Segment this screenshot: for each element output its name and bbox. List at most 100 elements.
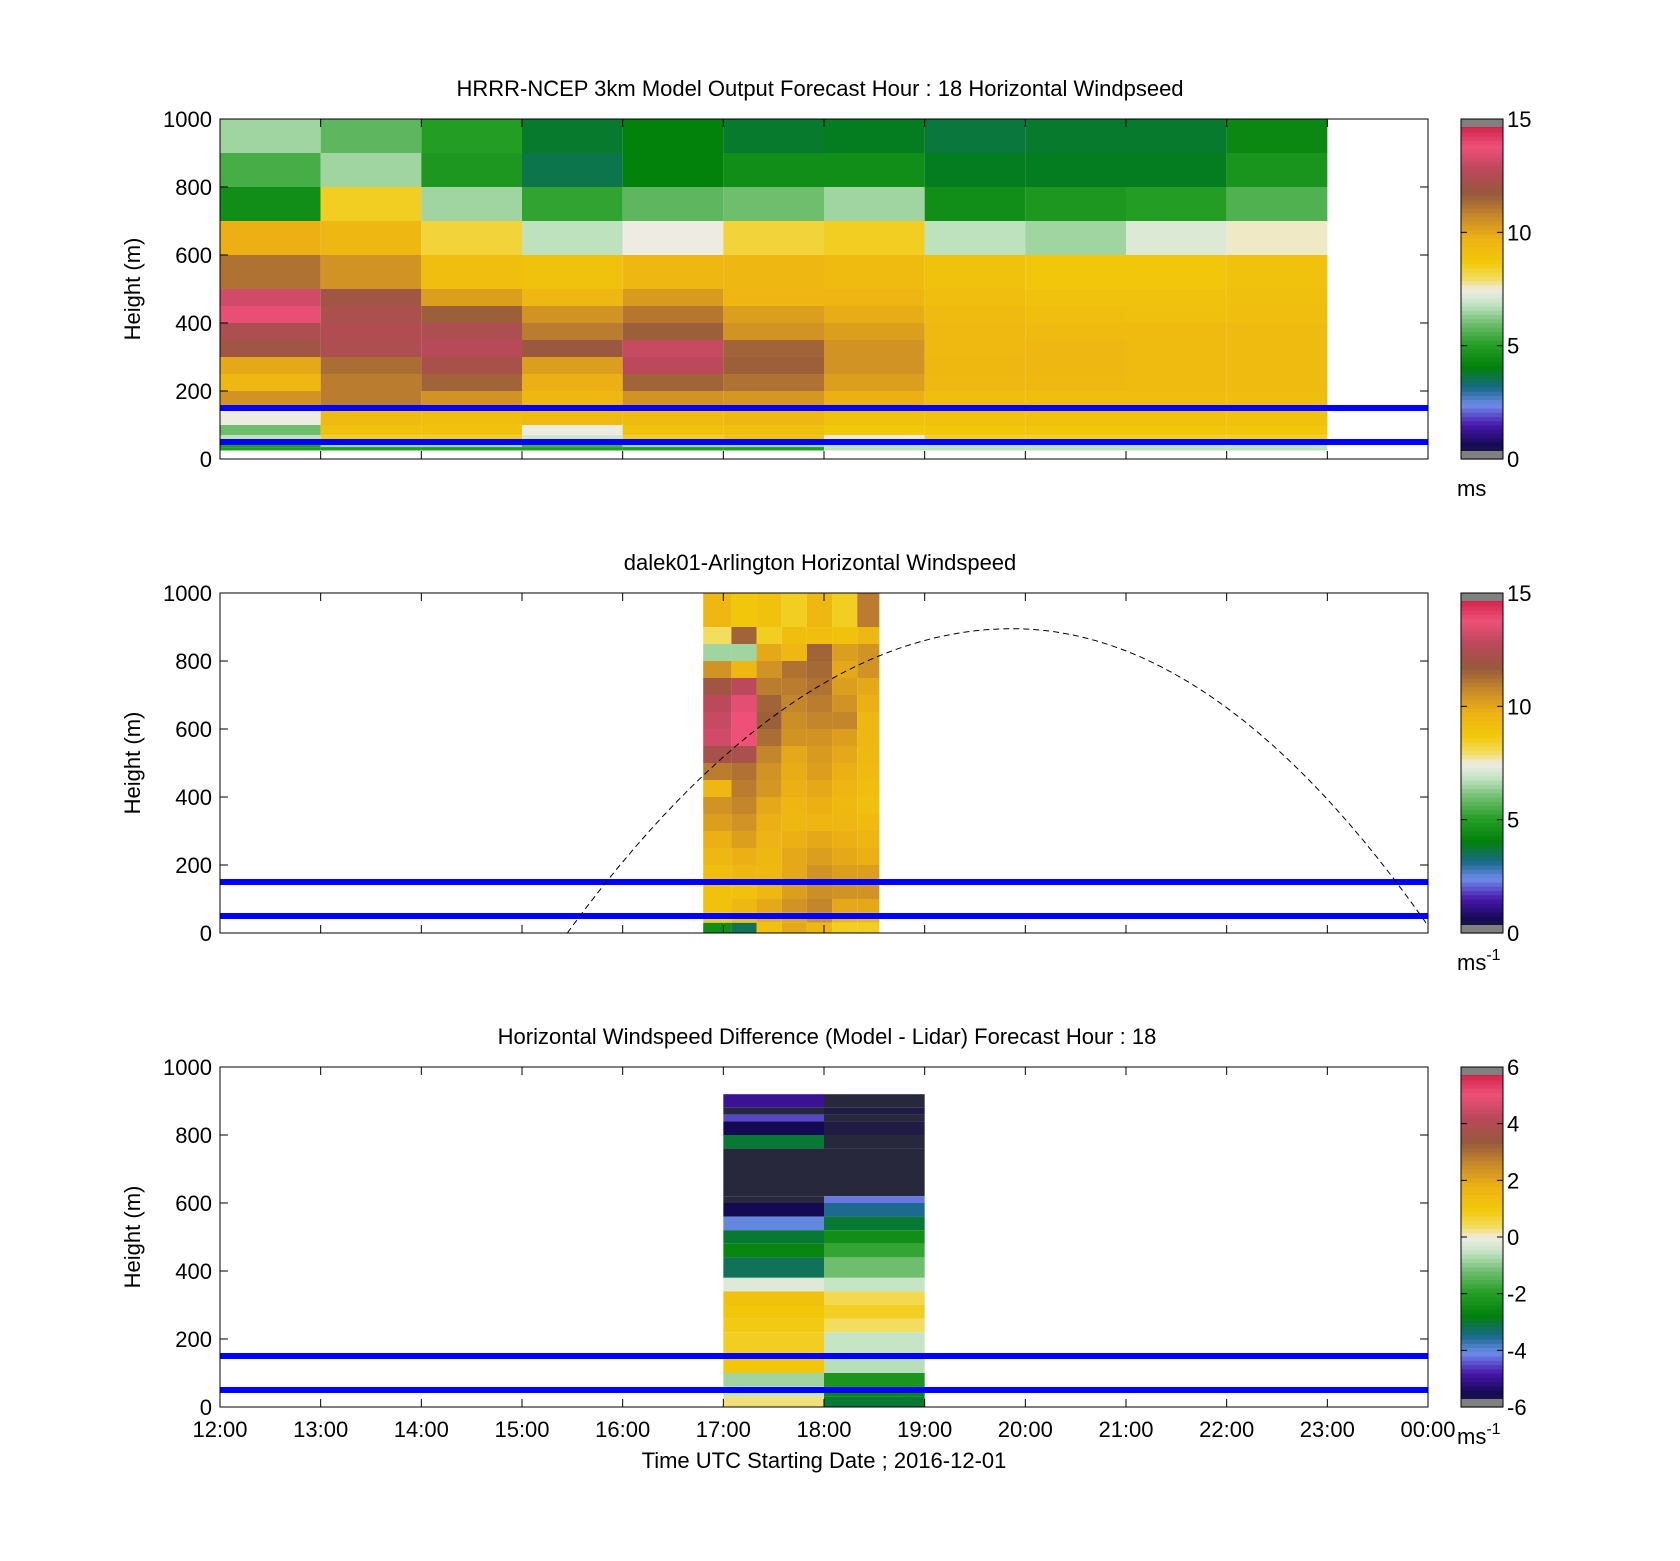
heatmap-cell bbox=[1025, 289, 1126, 306]
heatmap-cell bbox=[824, 306, 925, 323]
colorbar-segment bbox=[1461, 882, 1503, 887]
colorbar-segment bbox=[1461, 1173, 1503, 1179]
heatmap-cell bbox=[756, 644, 782, 661]
heatmap-cell bbox=[1126, 153, 1227, 187]
heatmap-cell bbox=[781, 678, 807, 695]
colorbar-segment bbox=[1461, 1347, 1503, 1353]
colorbar-segment bbox=[1461, 178, 1503, 184]
heatmap-cell bbox=[924, 306, 1026, 323]
colorbar-tick-label: 10 bbox=[1507, 220, 1531, 245]
heatmap-cell bbox=[806, 865, 833, 882]
colorbar-segment bbox=[1461, 1084, 1503, 1089]
colorbar-segment bbox=[1461, 1271, 1503, 1276]
heatmap-cell bbox=[622, 255, 724, 289]
colorbar-segment bbox=[1461, 225, 1503, 231]
heatmap-cell bbox=[1226, 289, 1328, 306]
colorbar-segment bbox=[1461, 1360, 1503, 1366]
heatmap-cell bbox=[857, 922, 880, 933]
colorbar-segment bbox=[1461, 425, 1503, 430]
heatmap-cell bbox=[522, 289, 623, 306]
heatmap-cell bbox=[824, 1203, 925, 1217]
colorbar-segment bbox=[1461, 1190, 1503, 1196]
x-tick-label: 17:00 bbox=[696, 1417, 751, 1442]
heatmap-cell bbox=[723, 1396, 824, 1407]
colorbar-segment bbox=[1461, 1113, 1503, 1119]
heatmap-cell bbox=[857, 746, 880, 763]
heatmap-cell bbox=[1025, 447, 1126, 451]
heatmap-cell bbox=[1025, 408, 1126, 425]
colorbar-segment bbox=[1461, 1109, 1503, 1115]
colorbar-segment bbox=[1461, 284, 1503, 290]
heatmap-cell bbox=[832, 763, 858, 780]
colorbar-segment bbox=[1461, 399, 1503, 405]
heatmap-cell bbox=[731, 712, 757, 729]
heatmap-cell bbox=[731, 661, 757, 678]
panel-model-ylabel: Height (m) bbox=[120, 238, 145, 341]
heatmap-cell bbox=[857, 695, 880, 712]
x-tick-label: 12:00 bbox=[192, 1417, 247, 1442]
y-tick-label: 200 bbox=[175, 853, 212, 878]
heatmap-cell bbox=[832, 848, 858, 865]
heatmap-cell bbox=[320, 447, 422, 451]
heatmap-cell bbox=[703, 729, 732, 746]
heatmap-cell bbox=[522, 323, 623, 340]
heatmap-cell bbox=[723, 1203, 824, 1217]
y-tick-label: 400 bbox=[175, 785, 212, 810]
colorbar-under bbox=[1461, 451, 1503, 459]
heatmap-cell bbox=[731, 763, 757, 780]
heatmap-cell bbox=[723, 1277, 824, 1292]
colorbar-segment bbox=[1461, 416, 1503, 422]
x-tick-label: 22:00 bbox=[1199, 1417, 1254, 1442]
heatmap-cell bbox=[703, 814, 732, 831]
heatmap-cell bbox=[781, 865, 807, 882]
colorbar-segment bbox=[1461, 767, 1503, 773]
y-tick-label: 400 bbox=[175, 1259, 212, 1284]
heatmap-cell bbox=[781, 831, 807, 848]
colorbar-segment bbox=[1461, 890, 1503, 896]
colorbar-segment bbox=[1461, 365, 1503, 371]
heatmap-cell bbox=[806, 763, 833, 780]
heatmap-cell bbox=[824, 1107, 925, 1115]
y-tick-label: 600 bbox=[175, 717, 212, 742]
heatmap-cell bbox=[731, 695, 757, 712]
colorbar-segment bbox=[1461, 860, 1503, 866]
heatmap-cell bbox=[1226, 425, 1328, 436]
colorbar-frame bbox=[1460, 118, 1504, 460]
heatmap-cell bbox=[756, 831, 782, 848]
heatmap-cell bbox=[824, 1196, 925, 1203]
colorbar-segment bbox=[1461, 635, 1503, 641]
colorbar-segment bbox=[1461, 916, 1503, 921]
colorbar-segment bbox=[1461, 148, 1503, 154]
x-tick-label: 19:00 bbox=[897, 1417, 952, 1442]
heatmap-cell bbox=[832, 712, 858, 729]
heatmap-cell bbox=[723, 1257, 824, 1278]
colorbar-segment bbox=[1461, 1351, 1503, 1357]
heatmap-cell bbox=[1226, 119, 1328, 153]
colorbar-segment bbox=[1461, 1377, 1503, 1383]
heatmap-cell bbox=[723, 408, 824, 425]
colorbar-segment bbox=[1461, 157, 1503, 163]
colorbar-segment bbox=[1461, 272, 1503, 277]
colorbar-segment bbox=[1461, 208, 1503, 214]
heatmap-cell bbox=[703, 882, 732, 899]
heatmap-cell bbox=[220, 255, 321, 289]
colorbar-segment bbox=[1461, 886, 1503, 892]
heatmap-cell bbox=[703, 780, 732, 797]
heatmap-cell bbox=[832, 922, 858, 933]
colorbar-tick-label: -6 bbox=[1507, 1395, 1527, 1420]
heatmap-cell bbox=[320, 391, 422, 408]
panel-model-xticks bbox=[219, 119, 1429, 459]
heatmap-cell bbox=[832, 865, 858, 882]
panel-model-title: HRRR-NCEP 3km Model Output Forecast Hour… bbox=[456, 76, 1183, 101]
heatmap-cell bbox=[622, 323, 724, 340]
panel-difference-colorbar: -6 -4 -2 0 2 4 6 ms-1 bbox=[1457, 1055, 1527, 1449]
heatmap-cell bbox=[723, 447, 824, 451]
heatmap-cell bbox=[220, 289, 321, 306]
colorbar-segment bbox=[1461, 622, 1503, 628]
heatmap-cell bbox=[522, 435, 623, 442]
heatmap-cell bbox=[1126, 255, 1227, 289]
heatmap-cell bbox=[832, 780, 858, 797]
heatmap-cell bbox=[857, 763, 880, 780]
heatmap-cell bbox=[723, 1121, 824, 1135]
colorbar-segment bbox=[1461, 686, 1503, 692]
